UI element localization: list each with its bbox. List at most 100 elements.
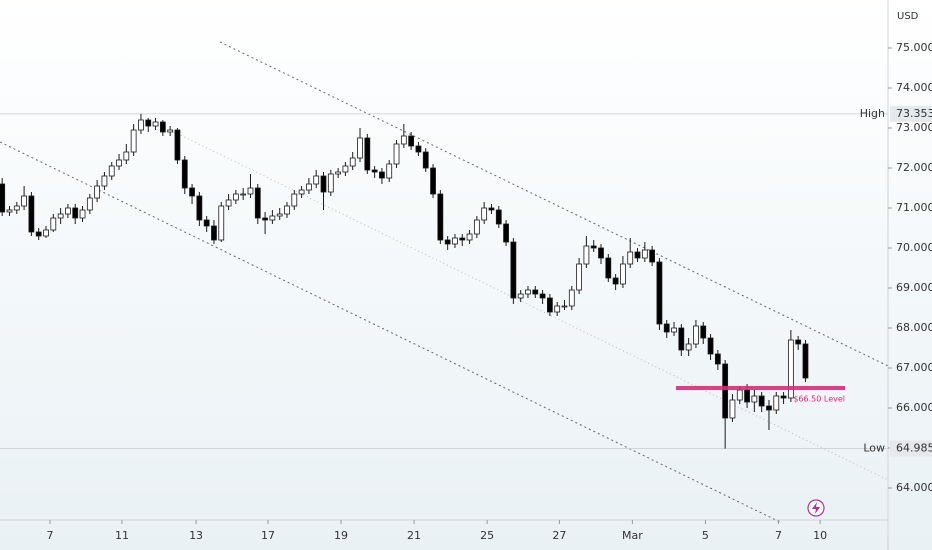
y-tick-label: 69.000 — [896, 281, 932, 294]
candle-body — [678, 327, 685, 351]
candle-body — [364, 137, 371, 171]
candle-body — [795, 339, 802, 345]
candle-body — [517, 293, 524, 299]
candle-body — [254, 187, 261, 219]
candle-body — [649, 249, 656, 263]
candle-body — [459, 237, 466, 241]
candle-body — [437, 193, 444, 241]
marker-label: Low — [863, 442, 885, 455]
candle-body — [320, 175, 327, 193]
candle-body — [181, 159, 188, 189]
candle-body — [284, 205, 290, 215]
candle-body — [167, 129, 174, 133]
candle-body — [473, 219, 480, 235]
marker-box — [890, 440, 932, 457]
y-tick-label: 72.000 — [896, 161, 932, 174]
candle-body — [605, 257, 612, 279]
candle-body — [65, 207, 71, 215]
candle-body — [130, 129, 137, 153]
candle-body — [576, 263, 582, 291]
candle-body — [86, 197, 93, 211]
currency-label: USD — [897, 11, 919, 22]
candle-body — [787, 339, 794, 399]
marker-label: High — [860, 107, 885, 120]
candle-body — [393, 143, 400, 165]
candle-body — [123, 151, 130, 161]
candle-body — [225, 199, 232, 207]
candle-body — [568, 289, 575, 307]
candle-body — [539, 293, 546, 299]
candle-body — [232, 193, 239, 201]
candle-body — [342, 165, 349, 173]
y-tick-label: 71.000 — [896, 201, 932, 214]
x-tick-label: 7 — [775, 529, 782, 542]
candle-body — [357, 137, 363, 159]
candle-body — [627, 251, 634, 265]
marker-box — [890, 105, 932, 122]
candle-body — [218, 205, 225, 241]
candle-body — [371, 169, 378, 173]
candle-body — [240, 193, 247, 196]
candle-body — [758, 395, 765, 407]
x-tick-label: 17 — [261, 529, 275, 542]
candle-body — [415, 145, 422, 153]
candle-body — [298, 189, 305, 195]
candle-body — [802, 343, 809, 379]
y-tick-label: 68.000 — [896, 321, 932, 334]
candle-body — [306, 183, 312, 191]
x-tick-label: 19 — [334, 529, 348, 542]
y-tick-label: 74.000 — [896, 81, 932, 94]
candle-body — [79, 209, 86, 219]
candle-body — [766, 405, 772, 411]
candle-body — [503, 223, 509, 243]
channel-upper — [219, 41, 889, 367]
candle-body — [481, 207, 488, 221]
candle-body — [722, 363, 729, 419]
x-tick-label: 25 — [480, 529, 494, 542]
y-tick-label: 75.000 — [896, 41, 932, 54]
candle-body — [751, 395, 758, 403]
x-tick-label: Mar — [622, 529, 643, 542]
y-tick-label: 67.000 — [896, 361, 932, 374]
candle-body — [21, 195, 27, 207]
candle-body — [422, 151, 429, 169]
alert-icon[interactable] — [807, 499, 825, 517]
y-tick-label: 70.000 — [896, 241, 932, 254]
candle-body — [196, 195, 203, 221]
candle-body — [656, 261, 663, 325]
candle-body — [408, 135, 415, 147]
candle-body — [590, 245, 597, 249]
candle-body — [35, 231, 42, 237]
candle-body — [452, 237, 458, 245]
candle-body — [276, 213, 283, 217]
candle-body — [247, 187, 254, 195]
candle-body — [203, 219, 210, 227]
x-tick-label: 7 — [47, 529, 54, 542]
x-tick-label: 13 — [189, 529, 203, 542]
x-tick-label: 5 — [702, 529, 709, 542]
candle-body — [28, 195, 35, 233]
candle-body — [663, 323, 670, 333]
candle-body — [50, 217, 57, 231]
candle-body — [583, 245, 590, 265]
candle-body — [671, 327, 677, 333]
candle-body — [159, 121, 166, 133]
candle-body — [57, 213, 64, 219]
y-tick-label: 64.000 — [896, 481, 932, 494]
candle-body — [554, 305, 561, 313]
x-tick-label: 27 — [552, 529, 566, 542]
candle-body — [444, 239, 451, 245]
candle-body — [532, 289, 539, 295]
candle-body — [634, 251, 641, 259]
x-tick-label: 21 — [407, 529, 421, 542]
candle-body — [152, 121, 159, 127]
candle-body — [174, 129, 181, 161]
x-tick-label: 11 — [115, 529, 129, 542]
candle-body — [700, 325, 707, 339]
candle-body — [108, 165, 115, 177]
candle-body — [525, 289, 531, 295]
candle-body — [773, 395, 780, 411]
candle-body — [327, 173, 334, 193]
